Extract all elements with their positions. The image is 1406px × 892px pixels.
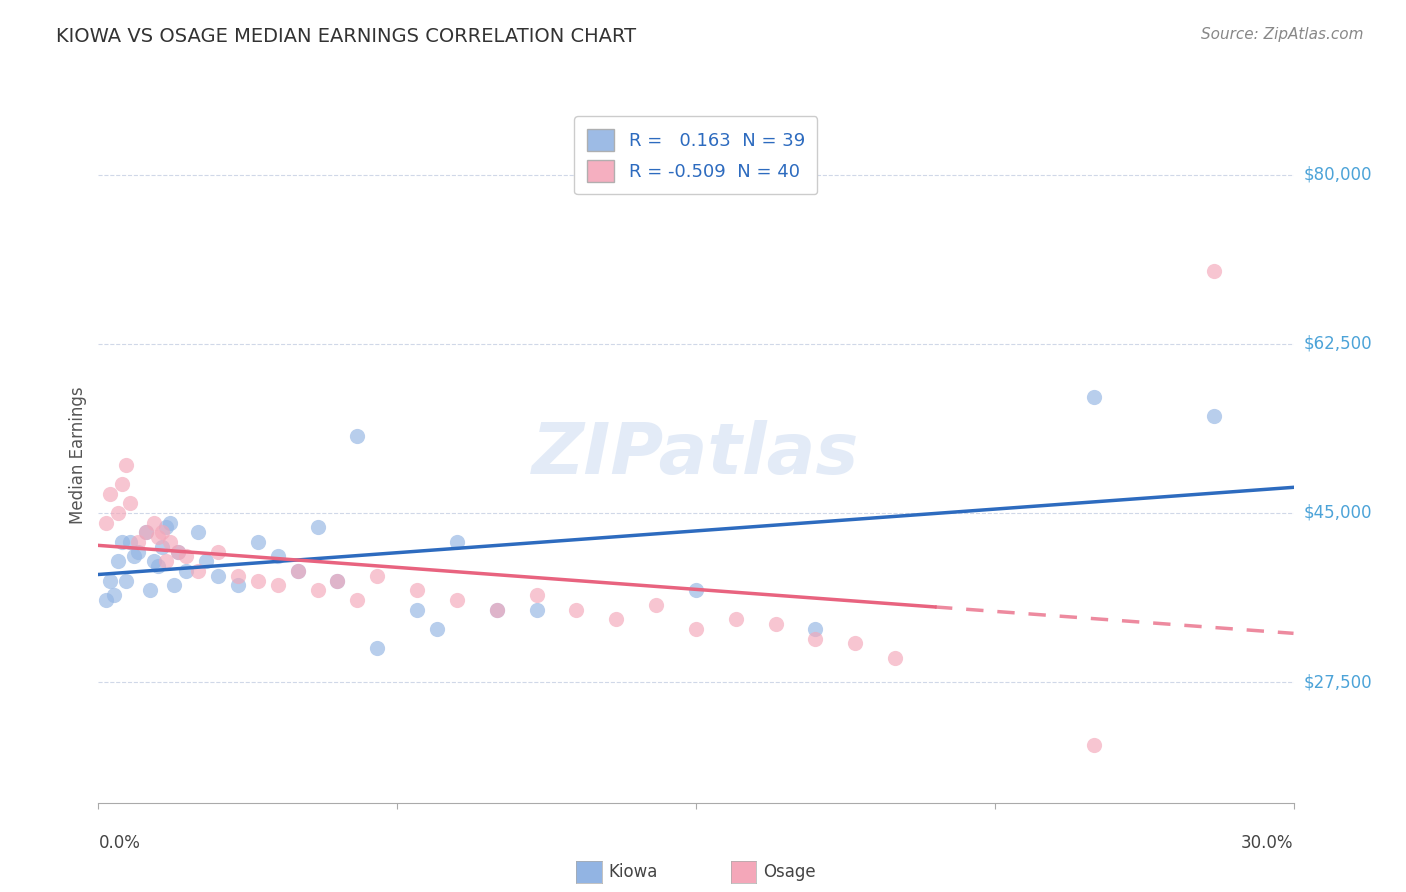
Point bbox=[124, 549, 146, 564]
Text: Kiowa: Kiowa bbox=[609, 863, 658, 881]
Point bbox=[148, 559, 170, 574]
Point bbox=[645, 598, 668, 612]
Point bbox=[765, 617, 787, 632]
Point bbox=[246, 535, 269, 549]
Text: $45,000: $45,000 bbox=[1303, 504, 1372, 522]
Text: Osage: Osage bbox=[763, 863, 815, 881]
Point bbox=[115, 458, 138, 472]
Point bbox=[346, 428, 368, 442]
Point bbox=[174, 549, 197, 564]
Point bbox=[446, 592, 468, 607]
Point bbox=[307, 520, 329, 534]
Point bbox=[167, 544, 190, 558]
Point bbox=[187, 525, 209, 540]
Point bbox=[103, 588, 125, 602]
Point bbox=[143, 554, 166, 568]
Point bbox=[120, 535, 142, 549]
Text: 0.0%: 0.0% bbox=[98, 834, 141, 852]
Point bbox=[267, 549, 290, 564]
Point bbox=[135, 525, 157, 540]
Point bbox=[96, 592, 118, 607]
Text: $27,500: $27,500 bbox=[1303, 673, 1372, 691]
Point bbox=[366, 568, 388, 582]
Point bbox=[287, 564, 309, 578]
Point bbox=[685, 622, 707, 636]
Point bbox=[98, 486, 122, 500]
Point bbox=[163, 578, 186, 592]
Point bbox=[804, 622, 827, 636]
Point bbox=[485, 602, 508, 616]
Point bbox=[226, 568, 249, 582]
Point bbox=[884, 651, 907, 665]
Point bbox=[685, 583, 707, 598]
Point bbox=[96, 516, 118, 530]
Text: $80,000: $80,000 bbox=[1303, 166, 1372, 184]
Point bbox=[326, 574, 349, 588]
Point bbox=[150, 540, 173, 554]
Point bbox=[526, 588, 548, 602]
Point bbox=[111, 476, 134, 491]
Point bbox=[326, 574, 349, 588]
Point bbox=[246, 574, 269, 588]
Point bbox=[107, 506, 129, 520]
Point bbox=[115, 574, 138, 588]
Point bbox=[127, 535, 149, 549]
Point bbox=[174, 564, 197, 578]
Point bbox=[307, 583, 329, 598]
Point bbox=[187, 564, 209, 578]
Point bbox=[485, 602, 508, 616]
Point bbox=[526, 602, 548, 616]
Point bbox=[406, 583, 429, 598]
Y-axis label: Median Earnings: Median Earnings bbox=[69, 386, 87, 524]
Point bbox=[135, 525, 157, 540]
Point bbox=[207, 568, 229, 582]
Text: KIOWA VS OSAGE MEDIAN EARNINGS CORRELATION CHART: KIOWA VS OSAGE MEDIAN EARNINGS CORRELATI… bbox=[56, 27, 637, 45]
Point bbox=[159, 535, 181, 549]
Point bbox=[207, 544, 229, 558]
Point bbox=[159, 516, 181, 530]
Point bbox=[366, 641, 388, 656]
Point bbox=[155, 554, 177, 568]
Text: Source: ZipAtlas.com: Source: ZipAtlas.com bbox=[1201, 27, 1364, 42]
Text: $62,500: $62,500 bbox=[1303, 334, 1372, 353]
Point bbox=[724, 612, 747, 626]
Point bbox=[1083, 738, 1105, 752]
Point bbox=[346, 592, 368, 607]
Point bbox=[446, 535, 468, 549]
Point bbox=[120, 496, 142, 510]
Point bbox=[143, 516, 166, 530]
Point bbox=[804, 632, 827, 646]
Point bbox=[426, 622, 449, 636]
Point bbox=[98, 574, 122, 588]
Point bbox=[287, 564, 309, 578]
Point bbox=[139, 583, 162, 598]
Point bbox=[111, 535, 134, 549]
Point bbox=[565, 602, 588, 616]
Point bbox=[1202, 264, 1225, 278]
Point bbox=[127, 544, 149, 558]
Point bbox=[267, 578, 290, 592]
Point bbox=[1083, 390, 1105, 404]
Point bbox=[605, 612, 627, 626]
Point bbox=[107, 554, 129, 568]
Point bbox=[148, 530, 170, 544]
Text: 30.0%: 30.0% bbox=[1241, 834, 1294, 852]
Legend: R =   0.163  N = 39, R = -0.509  N = 40: R = 0.163 N = 39, R = -0.509 N = 40 bbox=[575, 116, 817, 194]
Point bbox=[194, 554, 218, 568]
Point bbox=[226, 578, 249, 592]
Point bbox=[406, 602, 429, 616]
Point bbox=[844, 636, 866, 650]
Point bbox=[1202, 409, 1225, 424]
Point bbox=[150, 525, 173, 540]
Point bbox=[155, 520, 177, 534]
Point bbox=[167, 544, 190, 558]
Text: ZIPatlas: ZIPatlas bbox=[533, 420, 859, 490]
